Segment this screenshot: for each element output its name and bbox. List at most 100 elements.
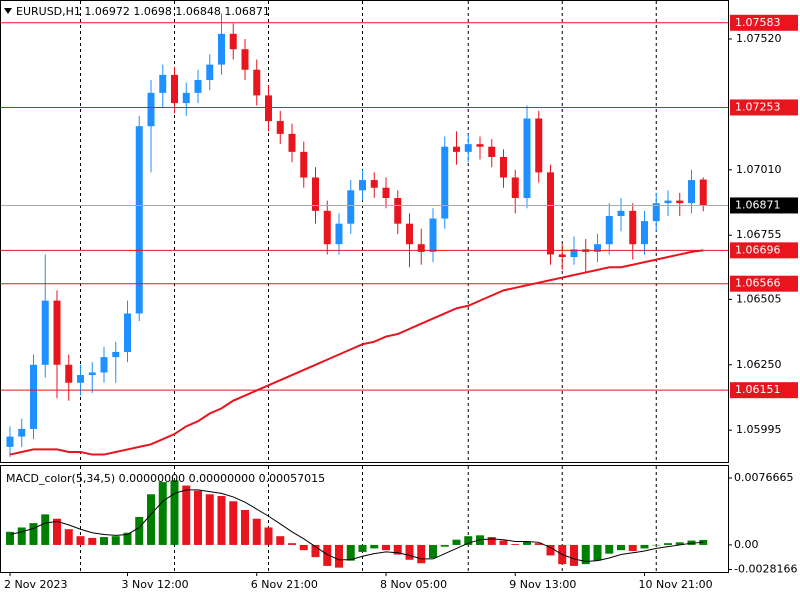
macd-bar	[675, 542, 684, 545]
macd-bar	[617, 544, 625, 551]
macd-bar	[111, 536, 120, 545]
candle-body	[194, 80, 202, 93]
macd-bar	[217, 496, 226, 545]
candle-body	[453, 146, 460, 152]
macd-bar	[158, 482, 167, 545]
x-tick-label: 8 Nov 05:00	[380, 578, 447, 591]
macd-bar	[546, 544, 555, 556]
candle-body	[406, 223, 413, 245]
macd-bar	[534, 543, 543, 545]
y-tick-label: -0.0028166	[734, 563, 797, 576]
y-tick-label: 1.07520	[736, 32, 782, 45]
candle-body	[312, 177, 319, 211]
candle-body	[276, 121, 284, 134]
y-tick-label: 0.0076665	[734, 471, 794, 484]
level-label: 1.06696	[735, 243, 781, 256]
macd-bar	[100, 537, 108, 545]
current-price-box	[730, 197, 798, 214]
x-tick-label: 3 Nov 12:00	[122, 578, 189, 591]
macd-bar	[323, 544, 332, 566]
candle-body	[88, 372, 96, 376]
candle-body	[500, 156, 507, 178]
macd-bar	[452, 539, 461, 545]
title-part: 1.0698	[133, 5, 172, 18]
signal-line	[9, 489, 704, 563]
candle-body	[464, 144, 472, 152]
macd-bar	[29, 523, 38, 545]
candle-body	[511, 177, 519, 199]
candle-body	[594, 244, 601, 252]
candle-body	[394, 198, 402, 224]
candle-body	[547, 172, 554, 255]
macd-bar	[405, 544, 414, 560]
candle-body	[641, 221, 648, 245]
candle-body	[664, 200, 672, 204]
y-tick-label: 0.00	[734, 538, 759, 551]
macd-bar	[170, 480, 179, 545]
candle-body	[523, 118, 531, 199]
candle-body	[605, 215, 613, 245]
candle-body	[147, 92, 155, 127]
macd-bar	[53, 518, 61, 545]
macd-bar	[570, 544, 578, 566]
candle-body	[699, 179, 707, 206]
macd-bar	[76, 536, 85, 545]
candle-body	[652, 203, 660, 222]
level-label: 1.07583	[735, 16, 781, 29]
macd-bar	[276, 536, 285, 545]
candle-body	[77, 375, 84, 383]
macd-bar	[194, 490, 202, 545]
macd-bar	[182, 485, 191, 545]
title-part: 1.06848	[175, 5, 221, 18]
title-part: 1.06972	[84, 5, 130, 18]
y-tick-label: 1.06250	[736, 358, 782, 371]
macd-bar	[88, 537, 97, 545]
candle-body	[335, 223, 343, 245]
macd-bar	[229, 501, 238, 545]
candle-body	[676, 200, 684, 204]
macd-bar	[511, 544, 520, 545]
macd-bar	[123, 532, 132, 545]
level-label-box	[730, 242, 798, 259]
candle-body	[688, 180, 695, 204]
macd-title: MACD_color(5,34,5) 0.00000000 0.00000000…	[6, 472, 325, 485]
macd-bar	[640, 544, 649, 549]
candle-body	[218, 33, 225, 65]
candle-body	[441, 146, 449, 219]
candle-body	[323, 210, 331, 245]
level-label: 1.06151	[735, 383, 781, 396]
candle-body	[347, 190, 355, 224]
x-tick-label: 6 Nov 21:00	[251, 578, 318, 591]
y-tick-label: 1.06505	[736, 292, 782, 305]
candle-body	[65, 364, 73, 383]
level-label-box	[730, 99, 798, 116]
macd-bar	[335, 544, 343, 568]
candle-body	[617, 210, 625, 216]
macd-bar	[64, 529, 73, 545]
y-tick-label: 1.07010	[736, 163, 782, 176]
menu-arrow	[4, 8, 12, 14]
level-label: 1.07253	[735, 100, 781, 113]
macd-bar	[288, 543, 296, 545]
candle-body	[629, 210, 637, 245]
candle-body	[53, 300, 61, 365]
macd-bar	[135, 516, 144, 545]
level-label-box	[730, 275, 798, 292]
macd-bar	[241, 510, 249, 545]
candle-body	[30, 364, 37, 429]
candle-body	[124, 313, 131, 352]
macd-bar	[346, 544, 355, 561]
macd-bar	[41, 514, 50, 545]
candle-body	[171, 74, 178, 104]
candle-body	[476, 144, 484, 147]
price-pane	[0, 0, 729, 463]
macd-bar	[311, 544, 320, 558]
candle-body	[41, 300, 49, 365]
macd-pane	[0, 465, 729, 573]
candle-body	[558, 254, 566, 258]
macd-bar	[581, 544, 590, 565]
macd-bar	[6, 531, 14, 545]
macd-bar	[299, 544, 308, 551]
macd-bar	[252, 518, 261, 545]
